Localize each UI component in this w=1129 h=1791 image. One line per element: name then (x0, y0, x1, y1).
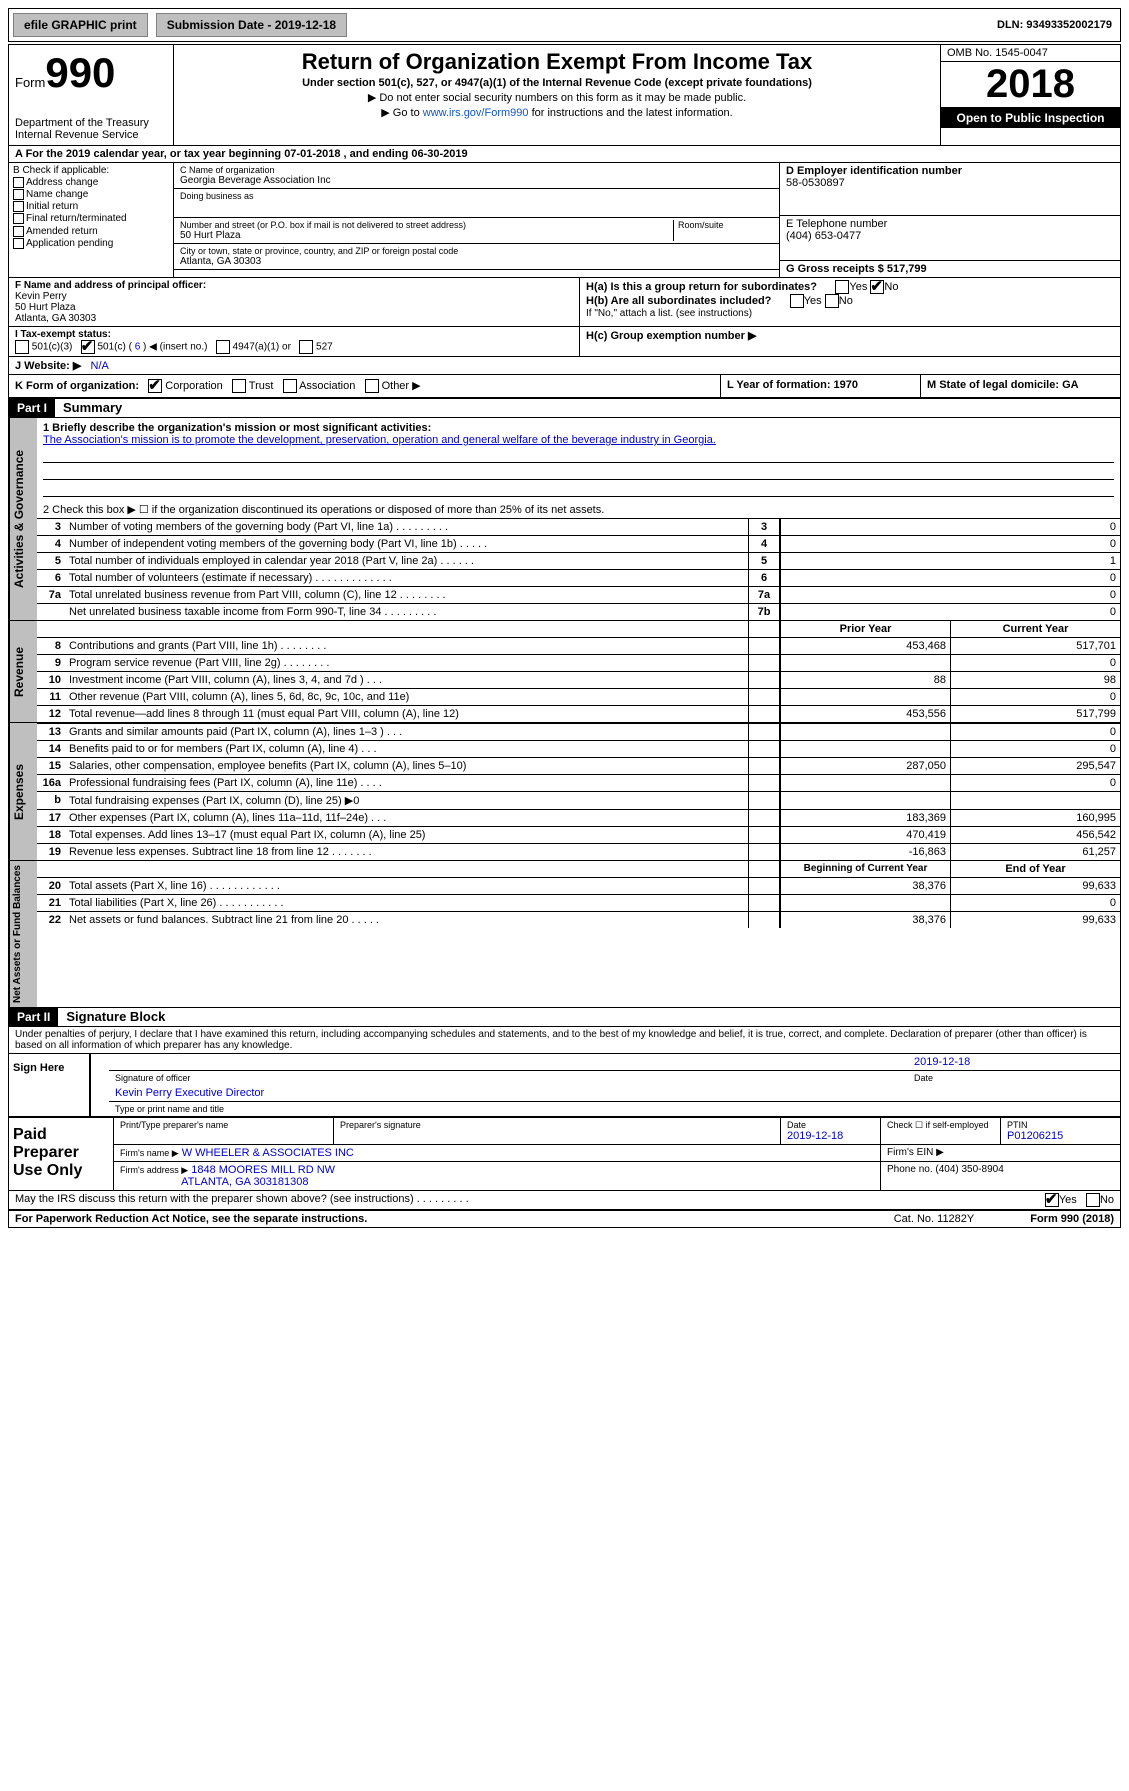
cb-final-return[interactable] (13, 213, 24, 224)
efile-print-button[interactable]: efile GRAPHIC print (13, 13, 148, 37)
year-formation: L Year of formation: 1970 (727, 379, 858, 391)
firm-phone: Phone no. (404) 350-8904 (880, 1162, 1120, 1190)
table-row: 16aProfessional fundraising fees (Part I… (37, 774, 1120, 791)
cb-527[interactable] (299, 340, 313, 354)
submission-date-button[interactable]: Submission Date - 2019-12-18 (156, 13, 347, 37)
form-number: 990 (45, 49, 115, 96)
firm-addr1: 1848 MOORES MILL RD NW (191, 1164, 335, 1176)
paid-preparer-label: Paid Preparer Use Only (9, 1118, 113, 1190)
table-row: 5Total number of individuals employed in… (37, 552, 1120, 569)
discuss-text: May the IRS discuss this return with the… (15, 1193, 469, 1207)
irs-link[interactable]: www.irs.gov/Form990 (423, 107, 529, 119)
top-bar: efile GRAPHIC print Submission Date - 20… (8, 8, 1121, 42)
org-name: Georgia Beverage Association Inc (180, 175, 773, 186)
line-a: A For the 2019 calendar year, or tax yea… (9, 146, 1120, 163)
cb-4947[interactable] (216, 340, 230, 354)
officer-name-title: Kevin Perry Executive Director (115, 1087, 1114, 1099)
cb-other[interactable] (365, 379, 379, 393)
subtitle-2: ▶ Do not enter social security numbers o… (180, 91, 934, 104)
subtitle-1: Under section 501(c), 527, or 4947(a)(1)… (180, 77, 934, 89)
c-label: C Name of organization (180, 165, 773, 175)
cb-hb-no[interactable] (825, 294, 839, 308)
table-row: 12Total revenue—add lines 8 through 11 (… (37, 705, 1120, 722)
tab-netassets: Net Assets or Fund Balances (9, 861, 37, 1007)
cb-ha-yes[interactable] (835, 280, 849, 294)
table-row: 18Total expenses. Add lines 13–17 (must … (37, 826, 1120, 843)
form-label: Form990 (15, 49, 167, 97)
form-container: Form990 Department of the Treasury Inter… (8, 44, 1121, 1228)
sign-date: 2019-12-18 (914, 1056, 1114, 1068)
table-row: 10Investment income (Part VIII, column (… (37, 671, 1120, 688)
table-row: 22Net assets or fund balances. Subtract … (37, 911, 1120, 928)
inspection-badge: Open to Public Inspection (941, 108, 1120, 128)
dln-text: DLN: 93493352002179 (989, 19, 1120, 31)
table-row: bTotal fundraising expenses (Part IX, co… (37, 791, 1120, 809)
right-column: D Employer identification number58-05308… (780, 163, 1120, 277)
dept-treasury: Department of the Treasury (15, 117, 167, 129)
table-row: Net unrelated business taxable income fr… (37, 603, 1120, 620)
check-column-b: B Check if applicable: Address change Na… (9, 163, 174, 277)
part1-header: Part I (9, 399, 55, 417)
e-label: E Telephone number (786, 218, 887, 230)
cb-name-change[interactable] (13, 189, 24, 200)
table-row: 4Number of independent voting members of… (37, 535, 1120, 552)
table-row: 21Total liabilities (Part X, line 26) . … (37, 894, 1120, 911)
street-address: 50 Hurt Plaza (180, 230, 673, 241)
firm-name: W WHEELER & ASSOCIATES INC (182, 1147, 354, 1159)
state-domicile: M State of legal domicile: GA (927, 379, 1079, 391)
cat-no: Cat. No. 11282Y (874, 1213, 994, 1225)
cb-501c[interactable] (81, 340, 95, 354)
cb-trust[interactable] (232, 379, 246, 393)
header-row: Form990 Department of the Treasury Inter… (9, 45, 1120, 146)
phone-value: (404) 653-0477 (786, 230, 861, 242)
officer-name: Kevin Perry (15, 291, 67, 302)
cb-hb-yes[interactable] (790, 294, 804, 308)
table-row: 15Salaries, other compensation, employee… (37, 757, 1120, 774)
table-row: 13Grants and similar amounts paid (Part … (37, 723, 1120, 740)
table-row: 6Total number of volunteers (estimate if… (37, 569, 1120, 586)
d-label: D Employer identification number (786, 165, 962, 177)
table-row: 11Other revenue (Part VIII, column (A), … (37, 688, 1120, 705)
table-row: 8Contributions and grants (Part VIII, li… (37, 637, 1120, 654)
dept-irs: Internal Revenue Service (15, 129, 167, 141)
tab-expenses: Expenses (9, 723, 37, 860)
table-row: 9Program service revenue (Part VIII, lin… (37, 654, 1120, 671)
table-row: 20Total assets (Part X, line 16) . . . .… (37, 877, 1120, 894)
form-title: Return of Organization Exempt From Incom… (180, 49, 934, 75)
table-row: 17Other expenses (Part IX, column (A), l… (37, 809, 1120, 826)
checkb-header: B Check if applicable: (13, 165, 169, 176)
ein-value: 58-0530897 (786, 177, 845, 189)
tab-revenue: Revenue (9, 621, 37, 722)
city-state: Atlanta, GA 30303 (180, 256, 773, 267)
website-value: N/A (91, 360, 109, 372)
mission-text: The Association's mission is to promote … (43, 434, 716, 446)
cb-amended[interactable] (13, 226, 24, 237)
name-block: C Name of organizationGeorgia Beverage A… (174, 163, 780, 277)
sign-here-label: Sign Here (9, 1054, 89, 1116)
cb-discuss-no[interactable] (1086, 1193, 1100, 1207)
form-footer: Form 990 (2018) (994, 1213, 1114, 1225)
cb-address-change[interactable] (13, 177, 24, 188)
tax-year: 2018 (941, 62, 1120, 108)
table-row: 14Benefits paid to or for members (Part … (37, 740, 1120, 757)
cb-ha-no[interactable] (870, 280, 884, 294)
ptin: P01206215 (1007, 1130, 1063, 1142)
dba-label: Doing business as (180, 191, 773, 201)
cb-assoc[interactable] (283, 379, 297, 393)
g-receipts: G Gross receipts $ 517,799 (786, 263, 927, 275)
omb-number: OMB No. 1545-0047 (941, 45, 1120, 62)
cb-discuss-yes[interactable] (1045, 1193, 1059, 1207)
cb-corp[interactable] (148, 379, 162, 393)
table-row: 19Revenue less expenses. Subtract line 1… (37, 843, 1120, 860)
cb-app-pending[interactable] (13, 238, 24, 249)
table-row: 3Number of voting members of the governi… (37, 518, 1120, 535)
subtitle-3: ▶ Go to www.irs.gov/Form990 for instruct… (180, 106, 934, 119)
table-row: 7aTotal unrelated business revenue from … (37, 586, 1120, 603)
tab-governance: Activities & Governance (9, 418, 37, 620)
part2-header: Part II (9, 1008, 58, 1026)
cb-initial-return[interactable] (13, 201, 24, 212)
perjury-text: Under penalties of perjury, I declare th… (9, 1027, 1120, 1053)
paperwork-notice: For Paperwork Reduction Act Notice, see … (15, 1213, 874, 1225)
cb-501c3[interactable] (15, 340, 29, 354)
